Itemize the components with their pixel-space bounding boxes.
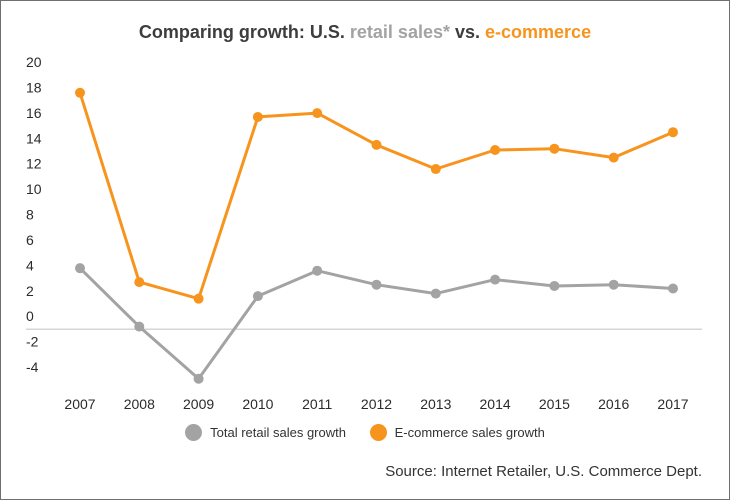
chart-title: Comparing growth: U.S. retail sales* vs.… <box>0 22 730 43</box>
y-tick-label: 14 <box>26 130 42 146</box>
y-tick-label: 0 <box>26 308 34 324</box>
x-tick-label: 2017 <box>657 396 688 412</box>
y-tick-label: 20 <box>26 54 42 70</box>
source-note: Source: Internet Retailer, U.S. Commerce… <box>385 463 702 480</box>
y-tick-label: 8 <box>26 207 34 223</box>
series-group <box>75 87 678 384</box>
x-tick-label: 2010 <box>242 396 273 412</box>
x-tick-label: 2009 <box>183 396 214 412</box>
title-mid: vs. <box>449 22 486 42</box>
title-retail: retail sales* <box>349 22 450 42</box>
ecommerce-data-point <box>490 144 501 155</box>
ecommerce-data-point <box>193 293 204 304</box>
x-tick-label: 2008 <box>124 396 155 412</box>
x-tick-label: 2012 <box>361 396 392 412</box>
legend-item-ecommerce: E-commerce sales growth <box>369 424 545 441</box>
y-tick-label: -2 <box>26 334 39 350</box>
legend-item-retail: Total retail sales growth <box>185 424 346 441</box>
ecommerce-data-point <box>668 127 678 138</box>
retail-data-point <box>252 291 263 302</box>
x-tick-label: 2007 <box>64 396 95 412</box>
y-tick-label: 10 <box>26 181 42 197</box>
retail-data-point <box>549 280 560 291</box>
y-tick-label: 6 <box>26 232 34 248</box>
ecommerce-data-point <box>430 164 441 175</box>
legend-marker-ecommerce <box>369 424 387 441</box>
x-tick-label: 2011 <box>302 396 332 412</box>
retail-data-point <box>312 265 323 276</box>
x-tick-label: 2015 <box>539 396 570 412</box>
y-tick-label: 16 <box>26 105 42 121</box>
legend-label-ecommerce: E-commerce sales growth <box>394 425 545 440</box>
ecommerce-data-point <box>608 152 619 163</box>
ecommerce-data-point <box>252 111 263 122</box>
ecommerce-data-point <box>312 108 323 119</box>
y-tick-label: 18 <box>26 79 42 95</box>
ecommerce-data-point <box>134 277 145 288</box>
retail-data-point <box>75 263 85 274</box>
x-tick-label: 2016 <box>598 396 629 412</box>
retail-data-point <box>371 279 382 290</box>
ecommerce-series-line <box>78 92 674 301</box>
y-tick-label: 4 <box>26 257 34 273</box>
legend: Total retail sales growth E-commerce sal… <box>0 424 730 444</box>
ecommerce-data-point <box>371 139 382 150</box>
legend-label-retail: Total retail sales growth <box>210 425 346 440</box>
retail-data-point <box>134 321 145 332</box>
x-tick-label: 2013 <box>420 396 451 412</box>
legend-marker-retail <box>185 424 203 441</box>
y-tick-label: -4 <box>26 359 39 375</box>
retail-data-point <box>608 279 619 290</box>
retail-data-point <box>490 274 501 285</box>
retail-data-point <box>193 373 204 384</box>
y-tick-label: 2 <box>26 283 34 299</box>
retail-data-point <box>668 283 678 294</box>
title-ecommerce: e-commerce <box>485 22 592 42</box>
y-tick-label: 12 <box>26 156 42 172</box>
title-prefix: Comparing growth: U.S. <box>138 22 350 42</box>
x-axis: 2007 2008 2009 2010 2011 2012 2013 2014 2015 2016… <box>64 396 688 412</box>
retail-data-point <box>430 288 441 299</box>
ecommerce-data-point <box>549 143 560 154</box>
ecommerce-data-point <box>75 87 85 98</box>
x-tick-label: 2014 <box>480 396 511 412</box>
